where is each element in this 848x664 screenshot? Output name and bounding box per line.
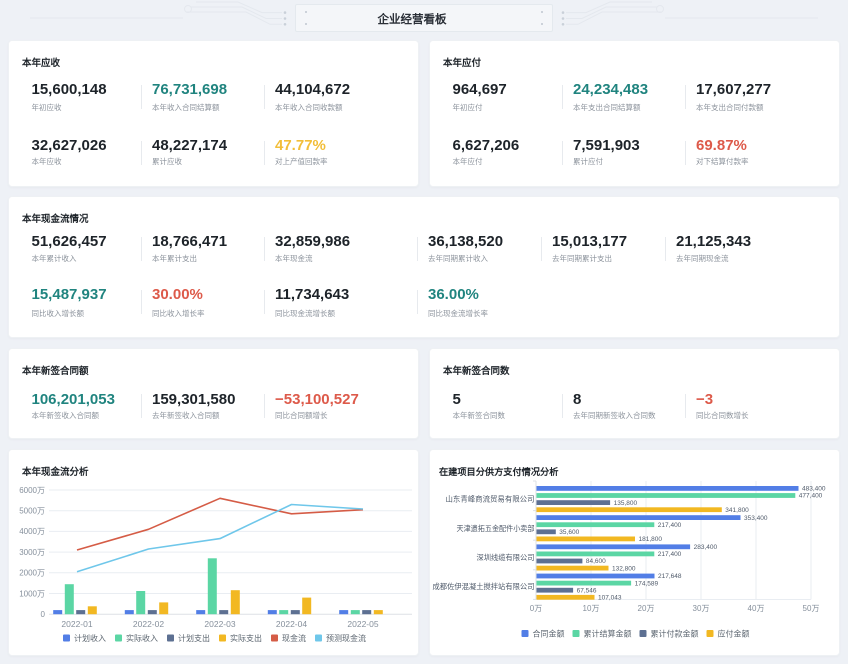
- svg-text:217,648: 217,648: [658, 573, 682, 580]
- svg-text:累计结算金额: 累计结算金额: [584, 629, 632, 639]
- svg-text:0万: 0万: [530, 604, 542, 613]
- svg-text:10万: 10万: [583, 604, 600, 613]
- svg-text:现金流: 现金流: [282, 633, 306, 643]
- svg-text:67,546: 67,546: [577, 587, 597, 594]
- svg-text:217,400: 217,400: [658, 551, 682, 558]
- svg-text:2000万: 2000万: [19, 569, 45, 578]
- svg-text:6000万: 6000万: [19, 486, 45, 495]
- svg-text:2022-05: 2022-05: [347, 619, 378, 629]
- svg-text:2022-02: 2022-02: [133, 619, 164, 629]
- svg-text:30万: 30万: [693, 604, 710, 613]
- svg-text:3000万: 3000万: [19, 548, 45, 557]
- svg-text:计划收入: 计划收入: [74, 633, 106, 643]
- svg-text:35,600: 35,600: [559, 529, 579, 536]
- svg-text:174,589: 174,589: [635, 580, 659, 587]
- svg-text:341,800: 341,800: [725, 507, 749, 514]
- svg-text:2022-03: 2022-03: [204, 619, 235, 629]
- svg-text:283,400: 283,400: [694, 544, 718, 551]
- svg-text:20万: 20万: [638, 604, 655, 613]
- svg-text:50万: 50万: [803, 604, 820, 613]
- svg-text:353,400: 353,400: [744, 515, 768, 522]
- svg-text:实际收入: 实际收入: [126, 633, 158, 643]
- svg-text:计划支出: 计划支出: [178, 633, 210, 643]
- svg-text:40万: 40万: [748, 604, 765, 613]
- svg-text:2022-01: 2022-01: [61, 619, 92, 629]
- svg-text:107,043: 107,043: [598, 595, 622, 602]
- svg-text:山东青峰商流贸易有限公司: 山东青峰商流贸易有限公司: [446, 495, 535, 504]
- svg-text:2022-04: 2022-04: [276, 619, 307, 629]
- svg-text:5000万: 5000万: [19, 507, 45, 516]
- svg-text:4000万: 4000万: [19, 527, 45, 536]
- svg-text:84,600: 84,600: [586, 558, 606, 565]
- svg-text:0: 0: [41, 610, 46, 619]
- svg-text:477,400: 477,400: [799, 493, 823, 500]
- svg-text:1000万: 1000万: [19, 589, 45, 598]
- svg-text:预测现金流: 预测现金流: [326, 633, 366, 643]
- svg-text:132,800: 132,800: [612, 565, 636, 572]
- svg-text:483,400: 483,400: [802, 486, 826, 493]
- svg-text:实际支出: 实际支出: [230, 633, 262, 643]
- svg-text:天津遗拓五金配件小卖部: 天津遗拓五金配件小卖部: [457, 524, 535, 533]
- svg-text:累计付款金额: 累计付款金额: [651, 629, 699, 639]
- svg-text:217,400: 217,400: [658, 522, 682, 529]
- svg-text:成都佐伊混凝土搅拌站有限公司: 成都佐伊混凝土搅拌站有限公司: [433, 582, 535, 591]
- svg-text:135,800: 135,800: [614, 500, 638, 507]
- svg-text:深圳线缆有限公司: 深圳线缆有限公司: [477, 553, 535, 562]
- svg-text:应付金额: 应付金额: [718, 629, 750, 639]
- svg-text:合同金额: 合同金额: [533, 629, 565, 639]
- svg-text:181,800: 181,800: [639, 536, 663, 543]
